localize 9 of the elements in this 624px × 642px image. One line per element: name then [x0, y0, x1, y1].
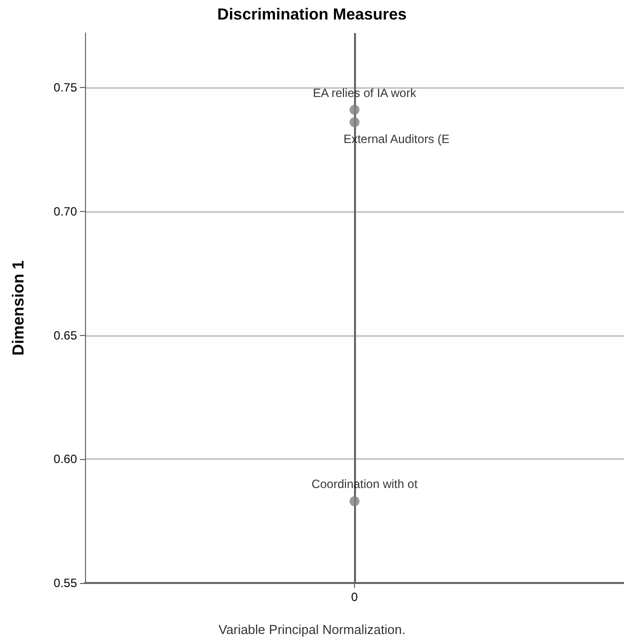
chart-title: Discrimination Measures — [217, 6, 407, 24]
text: Variable Principal Normalization. — [218, 622, 406, 637]
y-tick-label: 0.75 — [54, 80, 78, 95]
y-tick-label: 0.55 — [54, 576, 78, 590]
y-tick-label: 0.65 — [54, 328, 78, 342]
y-axis-title: Dimension 1 — [10, 260, 28, 356]
x-tick-label: 0 — [351, 590, 358, 604]
y-tick-label: 0.60 — [54, 452, 78, 466]
y-tick-label: 0.70 — [54, 204, 78, 218]
